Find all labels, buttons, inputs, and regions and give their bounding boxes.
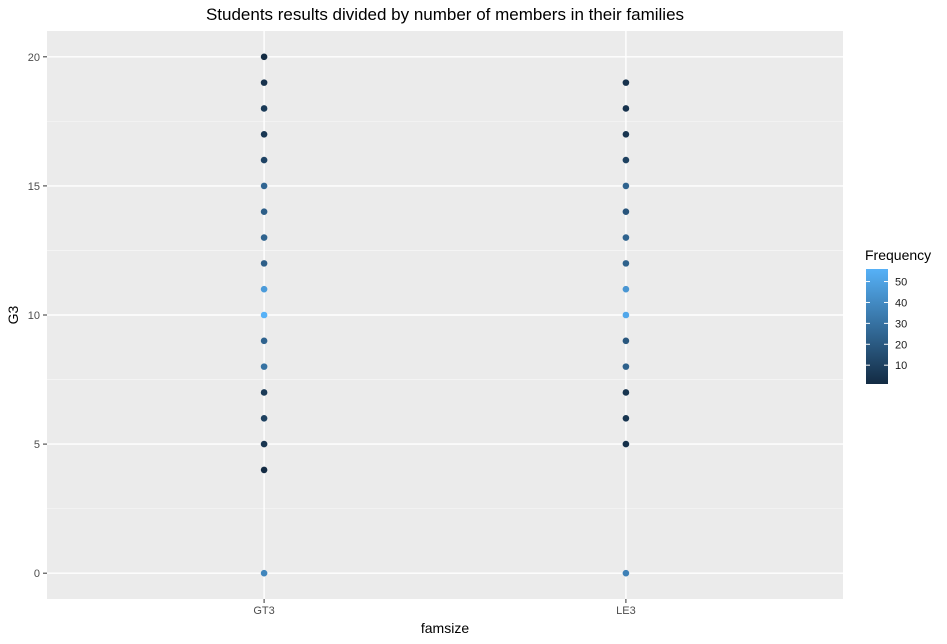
legend-tick-label: 10	[895, 360, 907, 372]
data-point-gt3-16	[260, 156, 268, 164]
legend: Frequency 10 20 30 40 50	[865, 247, 931, 384]
legend-tick-label: 30	[895, 318, 907, 330]
data-point-le3-18	[622, 105, 630, 112]
data-point-gt3-12	[260, 260, 268, 267]
data-point-gt3-4	[260, 466, 268, 474]
legend-tick-label: 20	[895, 339, 907, 351]
data-point-gt3-19	[260, 79, 268, 86]
data-point-le3-8	[622, 363, 630, 370]
data-point-gt3-18	[260, 105, 268, 112]
legend-tick-label: 40	[895, 297, 907, 309]
legend-ticks: 10 20 30 40 50	[866, 277, 907, 372]
data-point-gt3-11	[260, 285, 268, 293]
legend-tick-label: 50	[895, 277, 907, 289]
data-point-gt3-10	[260, 311, 268, 319]
data-point-le3-6	[622, 414, 630, 422]
data-point-le3-12	[622, 260, 630, 267]
data-point-gt3-7	[260, 389, 268, 396]
y-axis-title: G3	[5, 305, 21, 324]
minor-gridlines	[47, 120, 843, 510]
data-point-le3-19	[622, 79, 630, 86]
y-tick-label: 0	[34, 568, 40, 580]
data-point-le3-5	[622, 440, 630, 448]
y-axis-ticks: 0 5 10 15 20	[28, 52, 47, 580]
data-point-gt3-8	[260, 363, 268, 370]
data-point-gt3-14	[260, 208, 268, 216]
y-tick-label: 15	[28, 181, 40, 193]
y-tick-label: 5	[34, 439, 40, 451]
data-point-le3-7	[622, 389, 630, 396]
data-point-le3-17	[622, 130, 630, 138]
y-tick-label: 10	[28, 310, 40, 322]
data-point-le3-13	[622, 234, 630, 241]
data-point-gt3-17	[260, 130, 268, 138]
x-axis-title: famsize	[421, 620, 469, 636]
x-tick-label-gt3: GT3	[253, 605, 274, 617]
data-point-gt3-6	[260, 414, 268, 422]
data-point-gt3-5	[260, 440, 268, 448]
chart-title: Students results divided by number of me…	[206, 5, 684, 24]
data-point-gt3-20	[260, 53, 268, 61]
data-point-le3-9	[622, 337, 630, 345]
x-tick-label-le3: LE3	[616, 605, 636, 617]
legend-colorbar	[866, 269, 888, 384]
data-point-gt3-9	[260, 337, 268, 345]
data-point-le3-16	[622, 156, 630, 164]
y-tick-label: 20	[28, 52, 40, 64]
legend-title: Frequency	[865, 247, 931, 263]
x-axis-ticks: GT3 LE3	[253, 599, 636, 617]
data-point-gt3-13	[260, 234, 268, 241]
data-point-le3-15	[622, 182, 630, 190]
data-point-gt3-0	[260, 569, 268, 577]
data-point-gt3-15	[260, 182, 268, 190]
data-point-le3-0	[622, 569, 630, 577]
data-point-le3-11	[622, 285, 630, 293]
data-points	[260, 53, 630, 577]
data-point-le3-10	[622, 311, 630, 319]
data-point-le3-14	[622, 208, 630, 216]
